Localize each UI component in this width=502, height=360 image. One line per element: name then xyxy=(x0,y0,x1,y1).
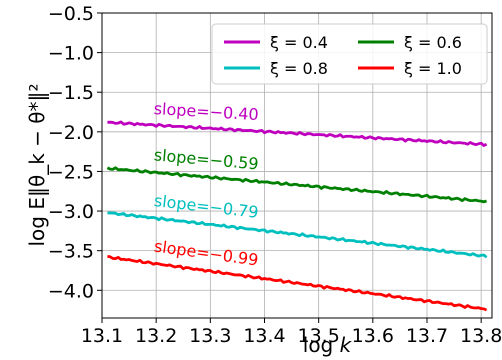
y-tick-label: −2.0 xyxy=(48,122,94,144)
x-tick-label: 13.1 xyxy=(81,325,123,347)
slope-annotation: slope=−0.59 xyxy=(153,145,259,173)
x-tick-label: 13.7 xyxy=(406,325,448,347)
slope-annotation: slope=−0.40 xyxy=(153,99,259,124)
y-tick-label: −3.5 xyxy=(48,241,94,263)
legend-label: ξ = 0.6 xyxy=(404,33,462,52)
series-lines xyxy=(106,120,488,312)
series-line xyxy=(107,254,488,312)
x-tick-label: 13.4 xyxy=(243,325,285,347)
series-line xyxy=(107,211,488,259)
x-tick-label: 13.6 xyxy=(352,325,394,347)
legend-label: ξ = 0.8 xyxy=(270,59,328,78)
y-tick-label: −4.0 xyxy=(48,280,94,302)
y-tick-label: −1.0 xyxy=(48,43,94,65)
x-tick-label: 13.3 xyxy=(189,325,231,347)
y-tick-label: −1.5 xyxy=(48,82,94,104)
x-tick-label: 13.5 xyxy=(298,325,340,347)
y-tick-label: −0.5 xyxy=(48,3,94,25)
x-axis-label: log k xyxy=(303,333,353,357)
legend-label: ξ = 0.4 xyxy=(270,33,328,52)
plot-frame xyxy=(101,12,493,319)
y-tick-label: −2.5 xyxy=(48,161,94,183)
series-line xyxy=(106,166,488,204)
x-tick-label: 13.2 xyxy=(135,325,177,347)
y-axis-label: log E‖θ_k − θ*‖² xyxy=(25,83,49,246)
legend-box xyxy=(211,23,488,85)
legend: ξ = 0.4 ξ = 0.6 ξ = 0.8 ξ = 1.0 xyxy=(211,23,488,85)
legend-label: ξ = 1.0 xyxy=(404,59,462,78)
series-line xyxy=(107,120,488,147)
y-ticks: −0.5 −1.0 −1.5 −2.0 −2.5 −3.0 −3.5 −4.0 xyxy=(48,3,102,302)
x-ticks: 13.1 13.2 13.3 13.4 13.5 13.6 13.7 13.8 xyxy=(81,318,502,347)
slope-annotation: slope=−0.79 xyxy=(153,191,259,222)
y-tick-label: −3.0 xyxy=(48,201,94,223)
x-tick-label: 13.8 xyxy=(460,325,502,347)
